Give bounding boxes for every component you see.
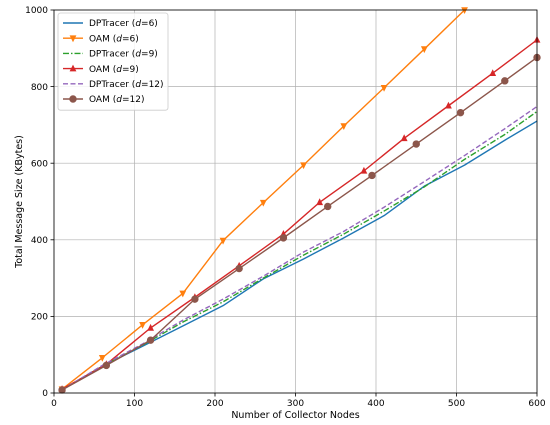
- data-point: [147, 323, 154, 331]
- series-line: [61, 39, 538, 390]
- data-point: [300, 162, 307, 170]
- data-point: [139, 322, 146, 329]
- data-point: [380, 84, 388, 92]
- legend-label: OAM (d=9): [89, 65, 139, 75]
- legend-label: DPTracer (d=9): [89, 50, 158, 60]
- data-point: [259, 199, 267, 207]
- data-point: [501, 77, 509, 85]
- data-point: [456, 108, 465, 117]
- data-point: [279, 234, 288, 242]
- legend-label: DPTracer (d=12): [89, 80, 164, 90]
- x-axis-label: Number of Collector Nodes: [231, 410, 359, 421]
- data-point: [368, 171, 376, 180]
- x-tick-label: 200: [206, 399, 223, 409]
- series-line: [61, 120, 538, 391]
- legend-item: DPTracer (d=9): [63, 50, 158, 60]
- series-0: [61, 120, 538, 391]
- series-4: [61, 105, 538, 391]
- y-tick-label: 800: [31, 83, 48, 93]
- y-axis-label: Total Message Size (KBytes): [14, 135, 25, 269]
- data-point: [179, 290, 187, 298]
- y-tick-label: 1000: [25, 6, 48, 16]
- legend-item: OAM (d=9): [63, 64, 139, 75]
- legend-label-var: d: [116, 34, 122, 44]
- data-point: [412, 140, 420, 148]
- series-line: [61, 105, 538, 391]
- legend-label-prefix: OAM (: [89, 65, 116, 75]
- data-point: [340, 123, 348, 131]
- legend-label-var: d: [116, 65, 122, 75]
- data-point: [58, 386, 66, 394]
- legend-item: DPTracer (d=12): [63, 80, 164, 90]
- y-tick-label: 200: [31, 313, 48, 323]
- y-tick-label: 600: [31, 159, 48, 169]
- legend-label-suffix: =12): [141, 80, 164, 90]
- series-1: [58, 7, 468, 394]
- y-tick-label: 0: [42, 389, 48, 399]
- legend-item: OAM (d=6): [63, 34, 139, 44]
- data-point: [191, 295, 199, 303]
- data-point: [98, 354, 106, 362]
- data-point: [235, 264, 243, 273]
- x-tick-label: 600: [528, 399, 545, 409]
- x-tick-label: 300: [287, 399, 304, 409]
- x-tick-label: 0: [51, 399, 57, 409]
- legend-label-suffix: =9): [122, 65, 139, 75]
- legend-marker: [69, 35, 77, 43]
- legend: DPTracer (d=6)OAM (d=6)DPTracer (d=9)OAM…: [57, 12, 169, 111]
- legend-marker: [69, 95, 77, 103]
- data-point: [461, 7, 468, 14]
- legend-label-prefix: DPTracer (: [89, 19, 135, 29]
- legend-label: OAM (d=12): [89, 95, 144, 105]
- legend-label-var: d: [135, 80, 141, 90]
- data-point: [219, 237, 227, 245]
- data-point: [102, 361, 111, 370]
- data-point: [400, 134, 408, 142]
- legend-marker: [69, 64, 77, 72]
- legend-box: [57, 12, 169, 111]
- legend-label-var: d: [116, 95, 122, 105]
- data-point: [445, 101, 452, 109]
- legend-label-prefix: DPTracer (: [89, 50, 135, 60]
- legend-label: DPTracer (d=6): [89, 19, 158, 29]
- series-line: [61, 56, 538, 391]
- legend-label-prefix: DPTracer (: [89, 80, 135, 90]
- x-tick-label: 500: [448, 399, 465, 409]
- data-point: [324, 202, 332, 211]
- legend-label-var: d: [135, 50, 141, 60]
- series-5: [58, 53, 541, 394]
- series-layer: [58, 7, 541, 394]
- ticks-layer: 0 100 200 300 400 500 600 0 200 400 600 800 1000: [25, 6, 546, 409]
- legend-label-prefix: OAM (: [89, 34, 116, 44]
- legend-label-var: d: [135, 19, 141, 29]
- data-point: [316, 198, 324, 206]
- x-tick-label: 400: [367, 399, 384, 409]
- legend-label-prefix: OAM (: [89, 95, 116, 105]
- legend-label-suffix: =9): [141, 50, 158, 60]
- legend-item: DPTracer (d=6): [63, 19, 158, 29]
- legend-label-suffix: =6): [122, 34, 139, 44]
- legend-label-suffix: =12): [122, 95, 145, 105]
- data-point: [489, 69, 497, 76]
- legend-item: OAM (d=12): [63, 95, 144, 105]
- y-tick-label: 400: [31, 236, 48, 246]
- legend-label: OAM (d=6): [89, 34, 139, 44]
- x-tick-label: 100: [126, 399, 143, 409]
- data-point: [146, 336, 155, 344]
- data-point: [360, 166, 368, 174]
- data-point: [420, 46, 428, 54]
- legend-label-suffix: =6): [141, 19, 158, 29]
